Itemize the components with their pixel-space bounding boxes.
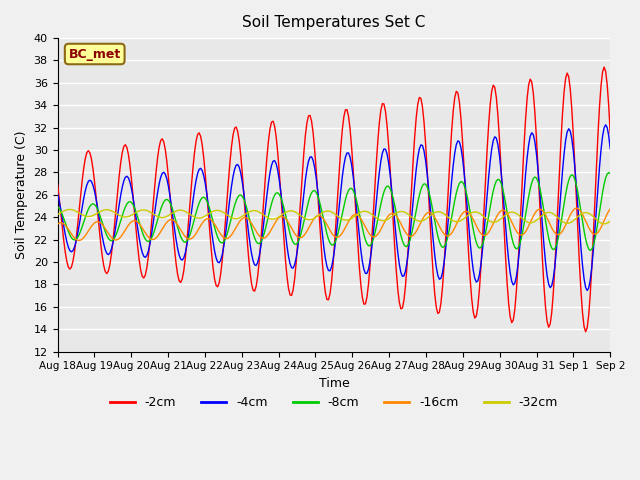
Title: Soil Temperatures Set C: Soil Temperatures Set C: [242, 15, 426, 30]
Legend: -2cm, -4cm, -8cm, -16cm, -32cm: -2cm, -4cm, -8cm, -16cm, -32cm: [105, 391, 563, 414]
Text: BC_met: BC_met: [68, 48, 121, 60]
Y-axis label: Soil Temperature (C): Soil Temperature (C): [15, 131, 28, 259]
X-axis label: Time: Time: [319, 377, 349, 390]
